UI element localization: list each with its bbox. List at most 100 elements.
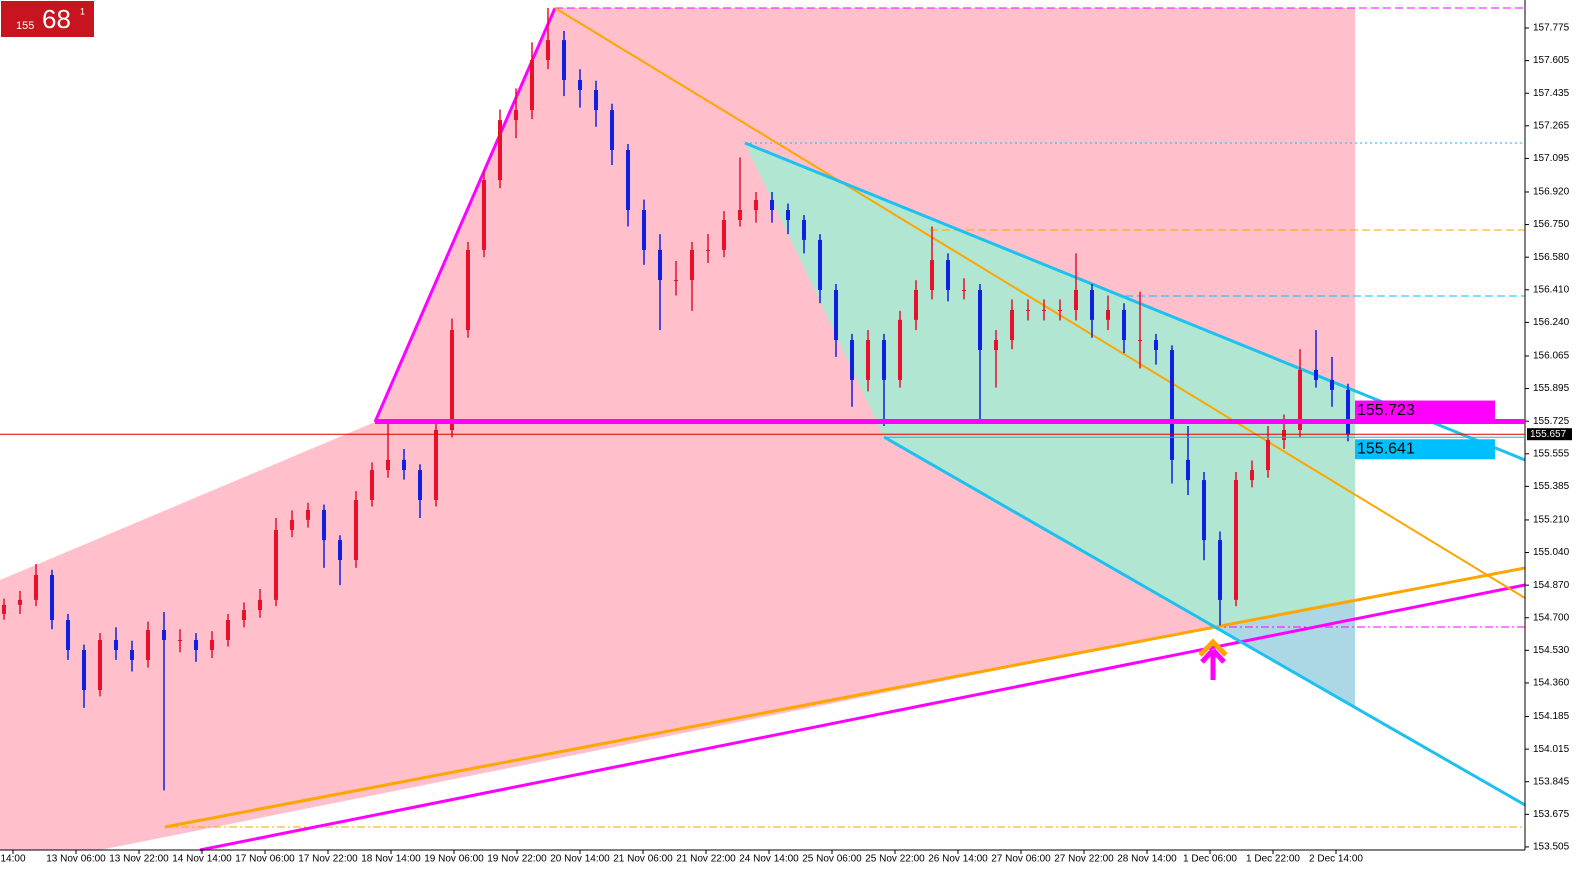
y-tick-label: 153.505	[1533, 842, 1570, 853]
trend-line	[373, 7, 557, 423]
candle-body	[290, 519, 294, 530]
x-tick-label: 13 Nov 22:00	[109, 854, 169, 865]
candle-body	[594, 89, 598, 111]
candle-body	[258, 599, 262, 611]
current-price-tag	[1527, 428, 1572, 441]
pink-zone	[0, 8, 1355, 850]
y-tick-label: 154.530	[1533, 645, 1570, 656]
y-tick-label: 155.210	[1533, 515, 1570, 526]
channel-line	[883, 435, 1526, 807]
candle-body	[578, 79, 582, 90]
candle-body	[1234, 480, 1238, 600]
level-label: 155.641	[1357, 440, 1415, 457]
y-tick-label: 153.675	[1533, 809, 1570, 820]
candle-body	[802, 219, 806, 240]
x-tick-label: 28 Nov 14:00	[1117, 854, 1177, 865]
x-tick-label: 1 Dec 06:00	[1183, 854, 1237, 865]
y-tick-label: 155.385	[1533, 481, 1570, 492]
candle-body	[1202, 480, 1206, 541]
candle-body	[978, 289, 982, 351]
y-tick-label: 157.435	[1533, 88, 1570, 99]
candle-body	[1218, 540, 1222, 600]
price-badge: 155 68 1	[1, 1, 94, 37]
candle-body	[562, 40, 566, 80]
drawings	[0, 7, 1526, 852]
x-tick-label: 25 Nov 06:00	[802, 854, 862, 865]
buy-arrow	[1200, 648, 1226, 680]
x-tick-label: 24 Nov 14:00	[739, 854, 799, 865]
candle-body	[962, 289, 966, 291]
y-tick-label: 155.895	[1533, 383, 1570, 394]
x-tick-label: 13 Nov 06:00	[46, 854, 106, 865]
candle-body	[418, 470, 422, 500]
candle-body	[1106, 309, 1110, 320]
candle-body	[914, 289, 918, 320]
candle-body	[1058, 309, 1062, 311]
level-box	[1355, 439, 1495, 460]
candle-body	[354, 499, 358, 561]
x-tick-label: 18 Nov 14:00	[361, 854, 421, 865]
candle-body	[130, 649, 134, 660]
candle-body	[466, 249, 470, 331]
candle-body	[754, 200, 758, 211]
current-price-label: 155.657	[1530, 429, 1567, 440]
y-tick-label: 155.725	[1533, 416, 1570, 427]
candle-body	[82, 649, 86, 691]
candle-body	[626, 149, 630, 211]
candle-body	[610, 110, 614, 150]
candle-body	[18, 599, 22, 605]
x-tick-label: 25 Nov 22:00	[865, 854, 925, 865]
y-tick-label: 157.095	[1533, 153, 1570, 164]
x-tick-label: 14 Nov 14:00	[172, 854, 232, 865]
candle-body	[834, 289, 838, 341]
y-tick-label: 154.015	[1533, 744, 1570, 755]
y-tick-label: 156.750	[1533, 219, 1570, 230]
candle-body	[34, 574, 38, 600]
x-tick-label: 21 Nov 06:00	[613, 854, 673, 865]
x-tick-label: 14:00	[0, 854, 25, 865]
y-tick-label: 157.265	[1533, 120, 1570, 131]
candle-body	[722, 219, 726, 250]
y-tick-label: 153.845	[1533, 776, 1570, 787]
candle-body	[98, 639, 102, 691]
candle-body	[178, 639, 182, 641]
candle-body	[1282, 429, 1286, 440]
candle-body	[1138, 340, 1142, 342]
candle-body	[194, 639, 198, 650]
candle-body	[1298, 369, 1302, 430]
x-tick-label: 21 Nov 22:00	[676, 854, 736, 865]
candle-body	[1170, 350, 1174, 460]
candle-body	[1122, 309, 1126, 341]
y-tick-label: 157.775	[1533, 23, 1570, 34]
y-tick-label: 156.580	[1533, 252, 1570, 263]
candle-body	[402, 459, 406, 471]
candle-body	[242, 610, 246, 621]
candle-body	[546, 40, 550, 61]
y-tick-label: 157.605	[1533, 55, 1570, 66]
candle-body	[210, 639, 214, 650]
candle-body	[674, 280, 678, 282]
y-tick-label: 155.555	[1533, 448, 1570, 459]
candle-body	[866, 340, 870, 380]
candle-body	[994, 340, 998, 351]
candle-body	[370, 470, 374, 500]
x-tick-label: 27 Nov 06:00	[991, 854, 1051, 865]
candle-body	[1346, 389, 1350, 435]
dynamic-layer	[2, 7, 1350, 791]
candle-body	[338, 540, 342, 561]
candle-body	[434, 429, 438, 500]
candle-body	[898, 319, 902, 380]
candle-body	[818, 239, 822, 290]
x-tick-label: 17 Nov 22:00	[298, 854, 358, 865]
candle-body	[1154, 340, 1158, 351]
candle-body	[1042, 309, 1046, 311]
candle-body	[226, 620, 230, 640]
candle-body	[690, 249, 694, 281]
x-tick-label: 27 Nov 22:00	[1054, 854, 1114, 865]
candle-body	[306, 509, 310, 520]
candle-body	[1250, 470, 1254, 481]
candle-body	[1074, 289, 1078, 310]
candle-body	[482, 180, 486, 250]
trend-line	[199, 583, 1526, 852]
